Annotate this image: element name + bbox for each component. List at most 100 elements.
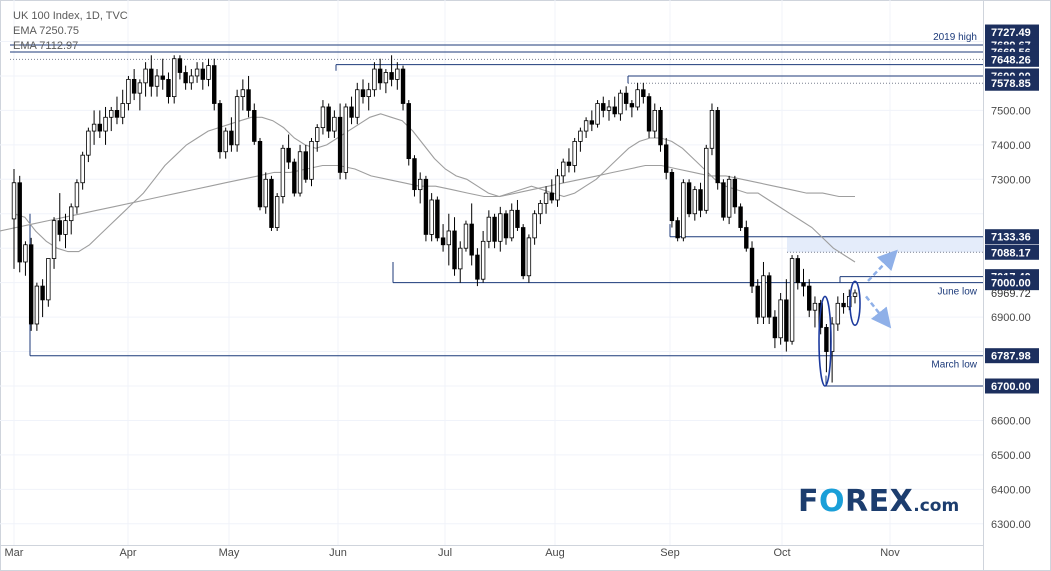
candle — [726, 175, 732, 225]
time-tick-label: Mar — [5, 547, 24, 559]
candle — [458, 241, 463, 283]
candle-body — [28, 244, 34, 325]
candle-body — [852, 292, 858, 297]
candle — [137, 79, 143, 111]
candle-body — [595, 103, 600, 125]
candle — [646, 93, 652, 138]
candle — [772, 310, 778, 349]
bearish-arrow — [865, 295, 892, 329]
candle-body — [194, 68, 200, 77]
price-label-bg — [985, 75, 1039, 91]
candle-body — [206, 65, 211, 80]
candle — [343, 103, 349, 180]
candle — [177, 55, 183, 80]
candle-body — [469, 223, 474, 256]
candle-body — [566, 161, 572, 166]
candle-body — [309, 141, 314, 180]
candle-body — [217, 103, 223, 153]
candle-body — [446, 230, 452, 246]
candle-body — [658, 110, 663, 146]
candle — [698, 182, 703, 218]
candle — [601, 96, 606, 118]
price-label-bg — [985, 275, 1039, 291]
ema-fast-line — [13, 113, 856, 263]
candle-body — [635, 89, 640, 108]
candle — [154, 69, 160, 97]
candle — [206, 58, 211, 87]
candle-body — [766, 275, 772, 318]
price-axis[interactable]: 6300.00 6400.00 6500.00 6600.00 6900.00 7300.… — [985, 24, 1039, 531]
chart-legend: UK 100 Index, 1D, TVC EMA 7250.75 EMA 71… — [13, 9, 128, 54]
candle-body — [749, 247, 755, 287]
candle-body — [618, 92, 623, 115]
candle-body — [154, 75, 160, 87]
highlight-ellipse — [818, 295, 832, 387]
price-zones — [787, 236, 983, 253]
time-axis[interactable]: Mar Apr May Jun Jul Aug Sep Oct Nov — [5, 547, 901, 559]
candle-body — [263, 178, 268, 208]
candle — [326, 103, 331, 138]
candle-body — [51, 220, 57, 259]
candle — [57, 193, 62, 242]
candle — [315, 124, 320, 152]
candle-body — [526, 237, 532, 277]
bullish-arrow — [867, 249, 898, 282]
candle-body — [561, 161, 566, 177]
candle — [269, 175, 274, 231]
candle — [641, 82, 646, 104]
candle-body — [606, 106, 612, 111]
candle-body — [97, 123, 103, 132]
candle-body — [440, 237, 446, 246]
logo-rex: REX — [845, 484, 914, 519]
candle-body — [366, 89, 371, 98]
candle-body — [349, 106, 354, 118]
candle — [721, 179, 726, 221]
candle-body — [11, 182, 17, 220]
candle — [303, 144, 308, 183]
candle-body — [40, 285, 45, 301]
candle — [194, 62, 200, 83]
candle — [480, 230, 486, 283]
candle — [274, 193, 280, 231]
candle — [652, 103, 657, 138]
candle-body — [389, 72, 394, 80]
price-label-bg — [985, 378, 1039, 394]
candle — [561, 158, 566, 183]
forex-logo: FOREX.com — [798, 484, 959, 519]
candle-body — [709, 110, 715, 149]
highlight-marks — [818, 249, 898, 387]
candle — [246, 75, 251, 118]
price-label: 7088.17 — [991, 247, 1031, 259]
candle — [543, 186, 549, 214]
logo-o: O — [819, 484, 846, 519]
candle — [606, 100, 612, 121]
candle — [166, 72, 171, 104]
candle-body — [835, 302, 841, 325]
candle-body — [686, 182, 692, 215]
candle — [395, 62, 400, 90]
price-label-bg — [985, 24, 1039, 40]
price-tick-label: 6900.00 — [991, 312, 1031, 324]
logo-f: F — [798, 484, 819, 519]
candle — [429, 193, 434, 242]
price-label: 7133.36 — [991, 232, 1031, 244]
candle — [538, 199, 543, 225]
candle-body — [332, 116, 337, 132]
candle — [417, 172, 423, 204]
candle — [675, 217, 680, 242]
candle-body — [538, 203, 543, 215]
candle-body — [166, 78, 171, 98]
candle — [332, 110, 337, 138]
candle — [252, 103, 257, 145]
candle-body — [57, 220, 62, 235]
candle — [475, 248, 480, 287]
candle — [217, 100, 223, 159]
candle — [709, 103, 715, 156]
candle-body — [675, 220, 680, 239]
candle-body — [423, 178, 429, 235]
candle-body — [801, 282, 806, 287]
candle-body — [315, 127, 320, 142]
candle-body — [74, 182, 80, 208]
price-tick-label: 7500.00 — [991, 105, 1031, 117]
